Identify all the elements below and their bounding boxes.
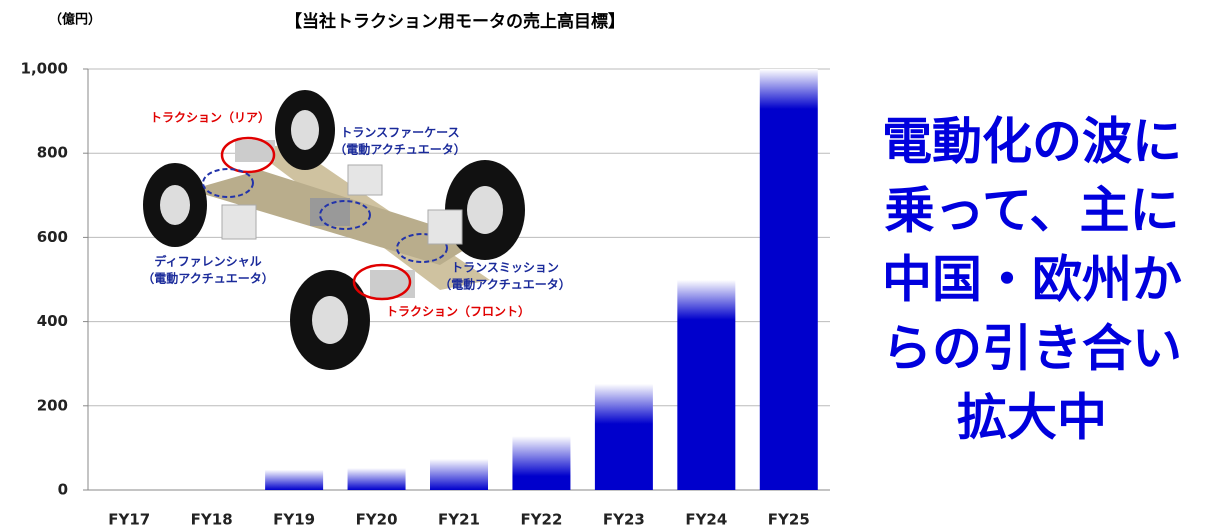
x-tick-label: FY22 [520, 511, 562, 529]
actuator-photo [221, 204, 257, 240]
hub [291, 110, 319, 150]
highlight [220, 136, 276, 174]
diagram-label: ディファレンシャル [154, 254, 261, 269]
diagram-label: （電動アクチュエータ） [334, 142, 465, 157]
bar [347, 468, 406, 490]
annotation: 乗って、主に [885, 182, 1180, 240]
bar [759, 69, 818, 490]
diagram-label: トランスファーケース [340, 126, 459, 140]
y-tick-label: 800 [37, 144, 68, 162]
bar [677, 279, 736, 490]
hub [160, 185, 190, 225]
bar [265, 469, 324, 490]
actuator-photo [427, 209, 463, 245]
diagram-label: トランスミッション [451, 261, 559, 275]
diagram-label: （電動アクチュエータ） [142, 271, 273, 286]
x-tick-label: FY25 [768, 511, 810, 529]
y-tick-label: 0 [58, 481, 68, 499]
motor [235, 140, 275, 162]
y-unit-label: （億円） [49, 12, 101, 28]
actuator-photo [347, 164, 383, 196]
y-tick-label: 1,000 [21, 60, 68, 78]
highlight [396, 233, 448, 263]
highlight [202, 168, 254, 198]
x-tick-label: FY18 [191, 511, 233, 529]
chart-title: 【当社トラクション用モータの売上高目標】 [285, 11, 625, 32]
annotation: 中国・欧州か [882, 251, 1182, 309]
highlight [352, 263, 412, 301]
y-tick-label: 600 [37, 228, 68, 246]
bar [594, 383, 653, 490]
transfer-case [310, 198, 350, 226]
annotation: 拡大中 [957, 389, 1107, 447]
diagram-label: トラクション（リア） [150, 110, 270, 125]
x-tick-label: FY23 [603, 511, 645, 529]
x-tick-label: FY17 [108, 511, 150, 529]
x-tick-label: FY20 [356, 511, 398, 529]
y-tick-label: 200 [37, 396, 68, 414]
highlight [319, 200, 371, 230]
diagram-label: トラクション（フロント） [386, 304, 530, 319]
bars [265, 69, 818, 490]
bar [512, 436, 571, 490]
diagram-label: （電動アクチュエータ） [439, 277, 570, 292]
diagram-labels: トラクション（リア） トランスファーケース （電動アクチュエータ） ディファレンシャル… [142, 110, 570, 319]
x-tick-label: FY21 [438, 511, 480, 529]
hub [312, 296, 348, 344]
chassis-diagram [143, 90, 525, 370]
x-tick-label: FY24 [685, 511, 727, 529]
y-tick-label: 400 [37, 312, 68, 330]
bar [430, 458, 488, 490]
x-tick-label: FY19 [273, 511, 315, 529]
annotation: らの引き合い [882, 320, 1182, 378]
hub [467, 186, 503, 234]
annotation: 電動化の波に [882, 113, 1182, 171]
